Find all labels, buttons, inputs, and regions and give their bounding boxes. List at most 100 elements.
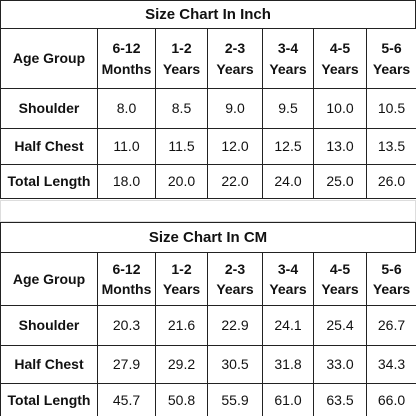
value-cell: 9.0: [207, 88, 263, 129]
header-text: 4-5: [329, 260, 351, 277]
header-cell: 3-4 Years: [262, 28, 314, 89]
value-text: 26.0: [377, 173, 406, 190]
row-label-text: Total Length: [7, 391, 91, 408]
header-cell: 5-6 Years: [366, 28, 416, 89]
value-cell: 61.0: [262, 383, 314, 416]
value-cell: 45.7: [97, 383, 156, 416]
value-cell: 8.5: [155, 88, 208, 129]
header-cell: 6-12 Months: [97, 28, 156, 89]
value-cell: 66.0: [366, 383, 416, 416]
value-cell: 9.5: [262, 88, 314, 129]
value-text: 34.3: [377, 356, 406, 373]
value-text: 21.6: [167, 317, 196, 334]
value-text: 13.5: [377, 138, 406, 155]
value-cell: 10.0: [313, 88, 367, 129]
header-text: Years: [269, 60, 307, 77]
header-text: 3-4: [277, 260, 299, 277]
header-text: Months: [101, 281, 152, 297]
row-label-text: Half Chest: [14, 138, 84, 155]
header-text: Years: [372, 60, 411, 77]
value-cell: 26.0: [366, 164, 416, 199]
header-text: Years: [216, 281, 254, 297]
value-cell: 27.9: [97, 345, 156, 384]
value-text: 66.0: [377, 391, 406, 408]
table-title: Size Chart In Inch: [0, 0, 416, 29]
header-text: Years: [216, 60, 254, 77]
value-cell: 34.3: [366, 345, 416, 384]
row-label-text: Shoulder: [18, 317, 80, 334]
value-text: 30.5: [221, 356, 249, 373]
header-cell: 3-4 Years: [262, 252, 314, 306]
header-text: 6-12: [112, 40, 141, 57]
value-text: 29.2: [167, 356, 196, 373]
value-cell: 11.0: [97, 128, 156, 165]
spacer-row: [0, 200, 416, 222]
value-text: 50.8: [167, 391, 196, 408]
value-cell: 24.1: [262, 305, 314, 346]
value-text: 12.0: [221, 138, 249, 155]
row-label: Shoulder: [0, 88, 98, 129]
value-cell: 22.9: [207, 305, 263, 346]
header-text: 5-6: [381, 40, 402, 57]
value-text: 25.0: [326, 173, 354, 190]
header-text: Years: [372, 281, 411, 297]
header-text: Years: [321, 281, 359, 297]
table-title: Size Chart In CM: [0, 222, 416, 253]
header-text: Years: [269, 281, 307, 297]
row-label: Half Chest: [0, 345, 98, 384]
value-text: 10.0: [326, 100, 354, 117]
value-cell: 63.5: [313, 383, 367, 416]
header-text: Years: [162, 281, 201, 297]
header-text: 5-6: [381, 260, 402, 277]
value-text: 11.0: [113, 138, 140, 155]
header-text: Months: [101, 60, 152, 77]
value-text: 31.8: [274, 356, 302, 373]
value-cell: 25.0: [313, 164, 367, 199]
header-cell: 4-5 Years: [313, 28, 367, 89]
value-cell: 29.2: [155, 345, 208, 384]
value-text: 9.0: [225, 100, 245, 117]
value-cell: 13.5: [366, 128, 416, 165]
row-label-text: Shoulder: [18, 100, 80, 117]
value-cell: 18.0: [97, 164, 156, 199]
header-text: 6-12: [112, 260, 141, 277]
value-cell: 12.5: [262, 128, 314, 165]
value-text: 22.0: [221, 173, 249, 190]
header-text: 2-3: [224, 40, 246, 57]
header-cell: 4-5 Years: [313, 252, 367, 306]
value-text: 20.3: [112, 317, 141, 334]
value-cell: 10.5: [366, 88, 416, 129]
value-cell: 11.5: [155, 128, 208, 165]
value-text: 8.0: [116, 100, 137, 117]
row-label: Shoulder: [0, 305, 98, 346]
value-cell: 26.7: [366, 305, 416, 346]
value-text: 11.5: [168, 138, 195, 155]
value-text: 9.5: [278, 100, 298, 117]
value-text: 33.0: [326, 356, 354, 373]
value-cell: 8.0: [97, 88, 156, 129]
header-cell: 2-3 Years: [207, 28, 263, 89]
value-cell: 33.0: [313, 345, 367, 384]
header-text: 3-4: [277, 40, 299, 57]
header-text: Years: [321, 60, 359, 77]
value-text: 8.5: [171, 100, 192, 117]
value-cell: 24.0: [262, 164, 314, 199]
value-text: 24.1: [274, 317, 302, 334]
header-cell: 5-6 Years: [366, 252, 416, 306]
value-cell: 22.0: [207, 164, 263, 199]
value-cell: 12.0: [207, 128, 263, 165]
value-text: 22.9: [221, 317, 249, 334]
value-cell: 20.3: [97, 305, 156, 346]
value-text: 61.0: [274, 391, 302, 408]
value-text: 24.0: [274, 173, 302, 190]
header-cell: 2-3 Years: [207, 252, 263, 306]
value-text: 10.5: [377, 100, 406, 117]
row-label-text: Total Length: [7, 173, 91, 190]
value-text: 20.0: [167, 173, 196, 190]
header-cell: 1-2 Years: [155, 28, 208, 89]
title-text: Size Chart In Inch: [145, 5, 271, 23]
row-label: Total Length: [0, 164, 98, 199]
header-text: 1-2: [171, 40, 192, 57]
value-text: 63.5: [326, 391, 354, 408]
header-cell: 6-12 Months: [97, 252, 156, 306]
